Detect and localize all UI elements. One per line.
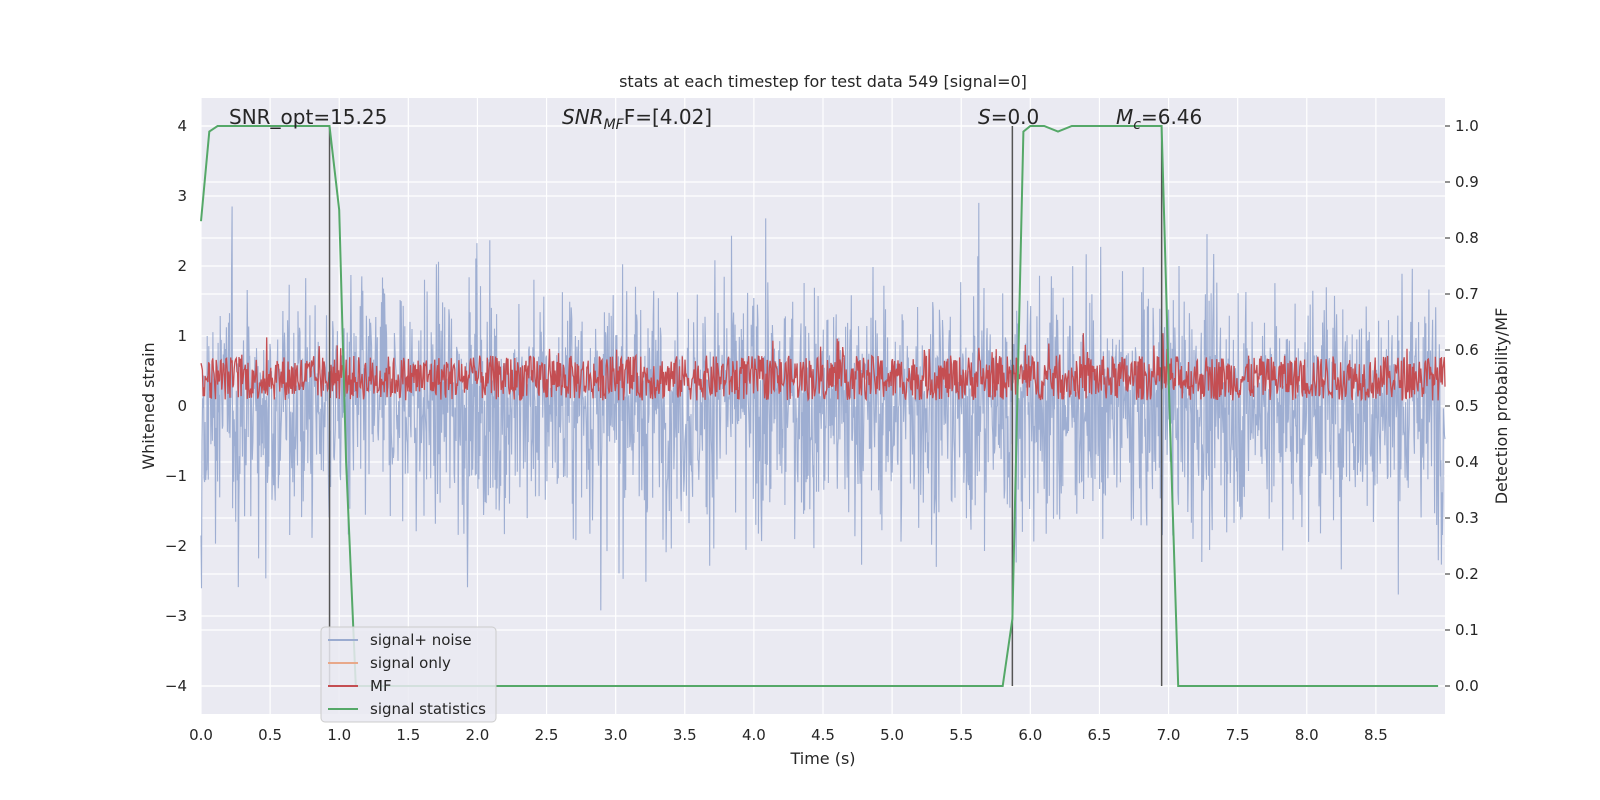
legend-label-signal-only: signal only (370, 654, 451, 672)
annotation-snr-mf-main: SNR (562, 105, 604, 129)
x-tick-label: 4.5 (811, 726, 835, 744)
x-tick-label: 0.5 (258, 726, 282, 744)
y-left-tick-label: 1 (177, 327, 187, 345)
x-tick-label: 5.0 (880, 726, 904, 744)
y-left-tick-label: 4 (177, 117, 187, 135)
y-left-tick-label: −3 (165, 607, 187, 625)
y-axis-right-label: Detection probability/MF (1492, 308, 1511, 505)
annotation-s: S=0.0 (978, 105, 1039, 129)
y-left-tick-label: 0 (177, 397, 187, 415)
y-left-tick-label: −1 (165, 467, 187, 485)
mf-line (200, 333, 1446, 402)
y-left-tick-label: 3 (177, 187, 187, 205)
y-right-tick-label: 0.2 (1455, 565, 1479, 583)
x-tick-label: 1.5 (396, 726, 420, 744)
annotation-mc-sub: c (1133, 117, 1141, 133)
x-tick-label: 1.0 (327, 726, 351, 744)
x-tick-label: 4.0 (742, 726, 766, 744)
y-right-tick-label: 0.7 (1455, 285, 1479, 303)
x-tick-label: 3.5 (673, 726, 697, 744)
legend-label-mf: MF (370, 677, 392, 695)
y-right-tick-label: 0.0 (1455, 677, 1479, 695)
series-signal-statistics (200, 125, 1439, 687)
legend-item: signal only (328, 654, 451, 672)
y-axis-left-ticks: 4 3 2 1 0 −1 −2 −3 −4 (165, 117, 187, 695)
x-tick-label: 8.5 (1364, 726, 1388, 744)
y-right-tick-label: 0.9 (1455, 173, 1479, 191)
y-left-tick-label: −4 (165, 677, 187, 695)
legend-frame (320, 626, 497, 723)
annotation-snr-mf: SNRMFF=[4.02] (562, 105, 712, 133)
legend-label-signal-statistics: signal statistics (370, 700, 486, 718)
x-tick-label: 7.5 (1226, 726, 1250, 744)
annotation-mc: Mc=6.46 (1116, 105, 1202, 133)
legend-label-signal-noise: signal+ noise (370, 631, 472, 649)
y-right-tick-label: 0.3 (1455, 509, 1479, 527)
y-right-tick-label: 0.4 (1455, 453, 1479, 471)
x-tick-label: 3.0 (604, 726, 628, 744)
annotation-snr-mf-rest: F=[4.02] (624, 105, 712, 129)
legend-item: signal statistics (328, 700, 486, 718)
x-tick-label: 7.0 (1157, 726, 1181, 744)
annotation-mc-rest: =6.46 (1141, 105, 1202, 129)
signal-statistics-line (200, 125, 1439, 687)
legend-item: MF (328, 677, 392, 695)
annotation-snr-opt: SNR_opt=15.25 (229, 105, 387, 129)
y-axis-right-ticks: 1.0 0.9 0.8 0.7 0.6 0.5 0.4 0.3 0.2 0.1 0.0 (1445, 117, 1479, 695)
y-axis-left-label: Whitened strain (139, 342, 158, 469)
x-axis-label: Time (s) (789, 749, 855, 768)
legend-item: signal+ noise (328, 631, 472, 649)
y-left-tick-label: 2 (177, 257, 187, 275)
y-right-tick-label: 0.6 (1455, 341, 1479, 359)
annotation-snr-mf-sub: MF (604, 117, 625, 133)
x-tick-label: 8.0 (1295, 726, 1319, 744)
y-right-tick-label: 0.5 (1455, 397, 1479, 415)
y-right-tick-label: 0.8 (1455, 229, 1479, 247)
plot-area (200, 98, 1446, 714)
series-mf (200, 333, 1446, 402)
x-tick-label: 6.0 (1018, 726, 1042, 744)
x-tick-label: 2.5 (535, 726, 559, 744)
x-tick-label: 0.0 (189, 726, 213, 744)
x-tick-label: 5.5 (949, 726, 973, 744)
x-axis-ticks: 0.0 0.5 1.0 1.5 2.0 2.5 3.0 3.5 4.0 4.5 5.0 5.5 6.0 6… (189, 726, 1388, 744)
annotation-mc-main: M (1116, 105, 1133, 129)
chart-title: stats at each timestep for test data 549… (619, 72, 1027, 91)
legend: signal+ noise signal only MF signal stat… (320, 626, 497, 723)
y-right-tick-label: 1.0 (1455, 117, 1479, 135)
y-left-tick-label: −2 (165, 537, 187, 555)
annotation-s-rest: =0.0 (991, 105, 1040, 129)
annotation-s-main: S (978, 105, 991, 129)
x-tick-label: 2.0 (466, 726, 490, 744)
y-right-tick-label: 0.1 (1455, 621, 1479, 639)
x-tick-label: 6.5 (1088, 726, 1112, 744)
